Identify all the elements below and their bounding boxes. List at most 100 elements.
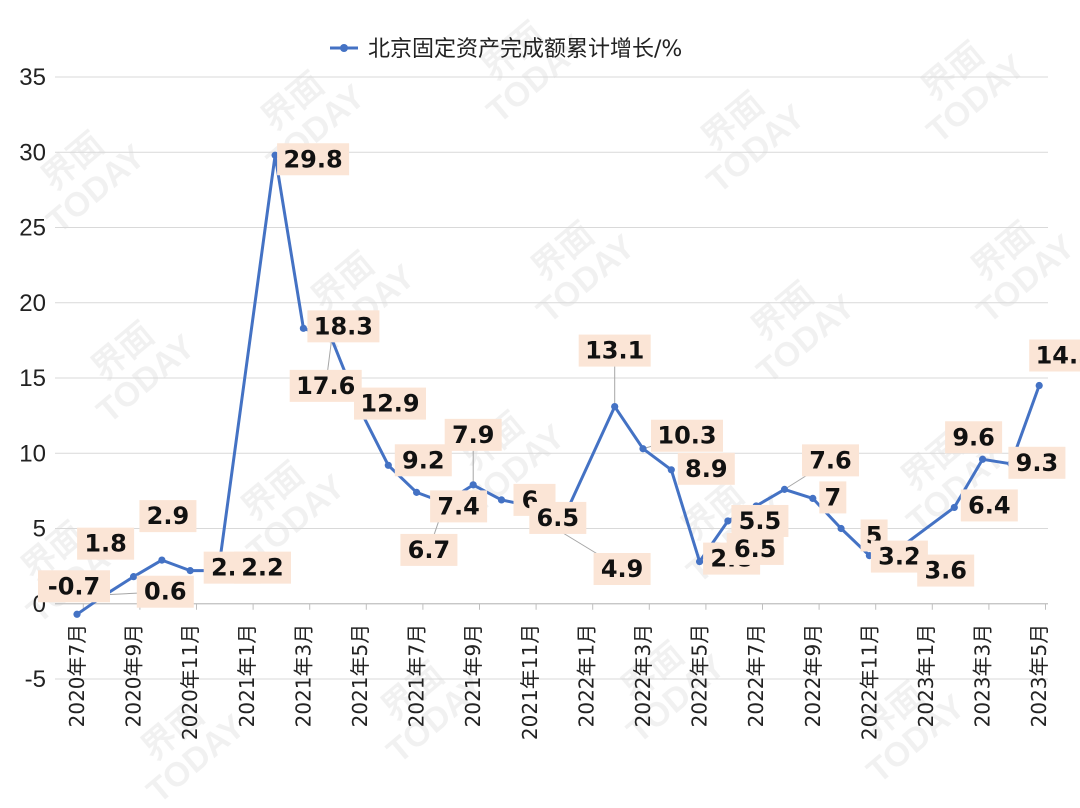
y-tick-label: 10 bbox=[19, 440, 46, 467]
data-point bbox=[158, 556, 166, 564]
y-tick-label: 35 bbox=[19, 64, 46, 91]
y-tick-label: 30 bbox=[19, 139, 46, 166]
data-label-bg bbox=[139, 500, 197, 533]
data-labels: -0.7 0.61.82.92.22.229.818.317.612.99.27.… bbox=[38, 143, 1080, 608]
data-label: 6.7 bbox=[408, 536, 451, 564]
data-point bbox=[611, 402, 619, 411]
x-tick-label: 2023年3月 bbox=[971, 624, 995, 728]
x-tick-label: 2021年11月 bbox=[518, 624, 542, 740]
x-tick-label: 2020年9月 bbox=[122, 624, 146, 728]
x-tick-label: 2021年5月 bbox=[348, 624, 372, 728]
data-label: 9.3 bbox=[1016, 449, 1059, 477]
data-label-bg bbox=[77, 527, 135, 560]
data-label-bg bbox=[234, 551, 291, 584]
data-label: 3.2 bbox=[878, 543, 921, 571]
y-tick-label: 5 bbox=[33, 516, 46, 543]
x-tick-label: 2023年1月 bbox=[914, 624, 938, 728]
data-point bbox=[667, 466, 675, 474]
data-label: 0.6 bbox=[144, 578, 187, 606]
data-label-bg bbox=[1029, 339, 1080, 372]
data-label-bg bbox=[802, 444, 859, 477]
data-label-bg bbox=[354, 387, 426, 420]
data-label-bg bbox=[677, 452, 735, 485]
data-label-bg bbox=[819, 481, 847, 514]
data-label-bg bbox=[400, 533, 458, 566]
x-tick-label: 2021年3月 bbox=[291, 624, 315, 728]
data-point bbox=[809, 494, 817, 502]
x-tick-label: 2021年7月 bbox=[405, 624, 429, 728]
data-label-bg bbox=[726, 532, 784, 565]
data-point bbox=[130, 573, 138, 581]
data-point bbox=[837, 524, 845, 533]
data-point bbox=[639, 445, 647, 453]
legend-marker bbox=[340, 44, 348, 52]
data-label-bg bbox=[394, 444, 452, 477]
data-label: 2.2 bbox=[241, 554, 284, 582]
data-label-bg bbox=[277, 143, 350, 176]
data-label: 13.1 bbox=[585, 337, 644, 365]
data-label: 7.6 bbox=[809, 446, 852, 474]
x-tick-label: 2020年7月 bbox=[65, 624, 89, 728]
data-label-bg bbox=[917, 554, 975, 587]
data-label-bg bbox=[430, 490, 488, 523]
data-label: 7 bbox=[824, 483, 841, 511]
data-label-bg bbox=[651, 419, 723, 452]
x-tick-label: 2023年5月 bbox=[1027, 624, 1051, 728]
x-tick-label: 2022年5月 bbox=[688, 624, 712, 728]
x-tick-label: 2022年3月 bbox=[631, 624, 655, 728]
data-label-bg bbox=[136, 575, 194, 608]
data-label-bg bbox=[593, 553, 651, 586]
data-label-bg bbox=[38, 570, 110, 603]
x-tick-label: 2022年11月 bbox=[857, 624, 881, 740]
x-tick-label: 2022年7月 bbox=[744, 624, 768, 728]
data-label: 6.5 bbox=[734, 535, 777, 563]
data-label: 7.9 bbox=[452, 421, 495, 449]
data-point bbox=[186, 567, 194, 575]
data-point bbox=[299, 324, 307, 332]
data-point bbox=[950, 503, 958, 512]
data-point bbox=[1035, 381, 1043, 390]
y-tick-label: 25 bbox=[19, 215, 46, 242]
data-label: 8.9 bbox=[685, 455, 728, 483]
data-label: 12.9 bbox=[360, 390, 419, 418]
y-tick-label: -5 bbox=[25, 666, 46, 693]
data-point bbox=[497, 496, 506, 504]
data-label: 9.2 bbox=[402, 446, 445, 474]
data-point bbox=[469, 481, 477, 489]
data-point bbox=[979, 455, 987, 463]
data-label: 4.9 bbox=[601, 555, 644, 583]
x-tick-label: 2022年1月 bbox=[574, 624, 598, 728]
data-label-bg bbox=[289, 369, 362, 402]
data-point bbox=[724, 517, 732, 525]
data-label: 9.6 bbox=[952, 423, 995, 451]
gridlines bbox=[55, 76, 1048, 680]
data-label: 18.3 bbox=[314, 312, 373, 340]
data-label-bg bbox=[444, 418, 502, 451]
data-label-bg bbox=[578, 334, 651, 367]
data-point bbox=[384, 461, 392, 469]
data-label-bg bbox=[960, 489, 1018, 522]
data-label: 3.6 bbox=[924, 557, 967, 585]
data-label-bg bbox=[529, 501, 587, 534]
data-label: 7.4 bbox=[437, 492, 480, 520]
data-label: 6.5 bbox=[537, 504, 580, 532]
data-label-bg bbox=[1008, 446, 1066, 479]
data-point bbox=[696, 558, 704, 566]
data-label: 5.5 bbox=[739, 507, 782, 535]
x-tick-label: 2021年1月 bbox=[235, 624, 259, 728]
y-tick-label: 15 bbox=[19, 365, 46, 392]
legend: 北京固定资产完成额累计增长/% bbox=[330, 37, 682, 62]
data-label-bg bbox=[731, 504, 789, 537]
